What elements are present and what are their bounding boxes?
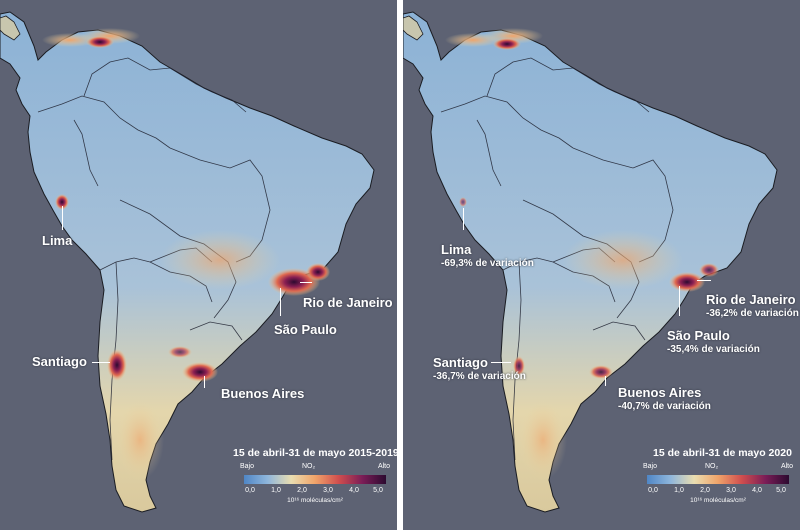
no2-legend: Bajo NO₂ Alto 0,0 1,0 2,0 3,0 4,0 5,0 10… xyxy=(643,463,793,519)
city-label-sao-paulo: São Paulo xyxy=(274,322,337,337)
south-america-map xyxy=(0,11,375,513)
legend-tick: 4,0 xyxy=(752,487,762,494)
legend-high: Alto xyxy=(377,463,390,470)
map-panel-before: Lima São Paulo Rio de Janeiro Santiago B… xyxy=(0,0,397,530)
legend-tick: 3,0 xyxy=(323,487,333,494)
legend-tick: 2,0 xyxy=(700,487,710,494)
rio-leader xyxy=(300,282,312,283)
period-label: 15 de abril-31 de mayo 2015-2019 xyxy=(233,447,397,459)
santiago-leader xyxy=(92,362,110,363)
sao-paulo-leader xyxy=(679,286,680,316)
legend-tick: 5,0 xyxy=(776,487,786,494)
legend-gas: NO₂ xyxy=(705,463,719,470)
color-scale-bar xyxy=(647,475,789,484)
city-label-rio: Rio de Janeiro -36,2% de variación xyxy=(706,292,799,319)
legend-tick: 5,0 xyxy=(373,487,383,494)
legend-tick: 0,0 xyxy=(648,487,658,494)
map-panel-after: Lima -69,3% de variación São Paulo -35,4… xyxy=(403,0,800,530)
legend-tick: 0,0 xyxy=(245,487,255,494)
legend-unit: 10¹⁶ moléculas/cm² xyxy=(287,497,343,504)
no2-legend: Bajo NO₂ Alto 0,0 1,0 2,0 3,0 4,0 5,0 10… xyxy=(240,463,390,519)
legend-tick: 2,0 xyxy=(297,487,307,494)
city-label-sao-paulo: São Paulo -35,4% de variación xyxy=(667,328,760,355)
city-label-santiago: Santiago -36,7% de variación xyxy=(433,355,526,382)
rio-leader xyxy=(697,280,711,281)
legend-tick: 4,0 xyxy=(349,487,359,494)
buenos-aires-leader xyxy=(204,376,205,388)
color-scale-bar xyxy=(244,475,386,484)
legend-ticks: 0,0 1,0 2,0 3,0 4,0 5,0 xyxy=(643,487,793,497)
legend-low: Bajo xyxy=(240,463,255,470)
south-america-map xyxy=(403,11,778,513)
buenos-aires-leader xyxy=(605,376,606,386)
legend-tick: 1,0 xyxy=(271,487,281,494)
legend-tick: 3,0 xyxy=(726,487,736,494)
city-label-buenos-aires: Buenos Aires xyxy=(221,386,305,401)
city-label-santiago: Santiago xyxy=(32,354,87,369)
legend-gas: NO₂ xyxy=(302,463,316,470)
city-label-lima: Lima xyxy=(42,233,73,248)
legend-low: Bajo xyxy=(643,463,658,470)
city-label-rio: Rio de Janeiro xyxy=(303,295,393,310)
santiago-leader xyxy=(491,362,511,363)
lima-leader xyxy=(463,208,464,230)
legend-ticks: 0,0 1,0 2,0 3,0 4,0 5,0 xyxy=(240,487,390,497)
city-label-buenos-aires: Buenos Aires -40,7% de variación xyxy=(618,385,711,412)
city-label-lima: Lima -69,3% de variación xyxy=(441,242,534,269)
lima-leader xyxy=(62,206,63,230)
legend-tick: 1,0 xyxy=(674,487,684,494)
legend-high: Alto xyxy=(780,463,793,470)
period-label: 15 de abril-31 de mayo 2020 xyxy=(653,447,792,459)
sao-paulo-leader xyxy=(280,288,281,316)
legend-unit: 10¹⁶ moléculas/cm² xyxy=(690,497,746,504)
